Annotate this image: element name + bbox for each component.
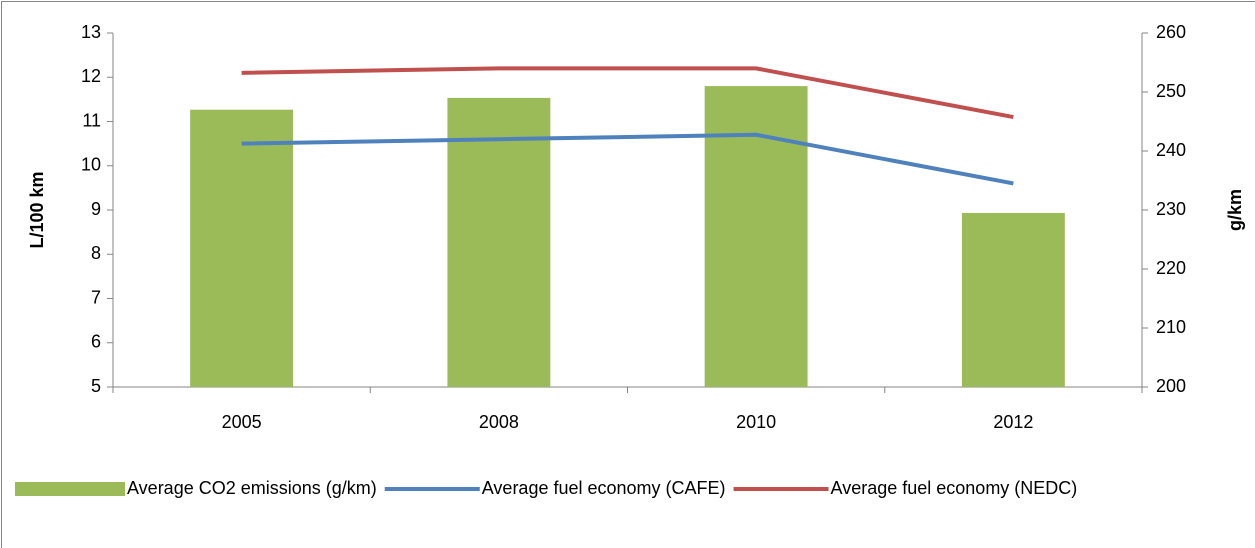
y-tick-label: 11	[82, 110, 101, 130]
y-tick-label: 12	[81, 66, 101, 86]
y-tick-label: 6	[91, 332, 101, 352]
y-tick-label: 8	[91, 243, 101, 263]
y2-axis-label: g/km	[1225, 189, 1245, 231]
y2-tick-label: 250	[1156, 81, 1186, 101]
bar	[961, 212, 1065, 387]
line	[241, 66, 1014, 120]
y-tick-label: 7	[91, 287, 101, 307]
legend-label: Average fuel economy (CAFE)	[482, 478, 726, 498]
bar	[190, 109, 294, 387]
y-tick-label: 9	[91, 199, 101, 219]
y-axis-label: L/100 km	[27, 171, 47, 248]
y-tick-label: 10	[81, 155, 101, 175]
y-tick-label: 13	[81, 22, 101, 42]
y2-tick-label: 260	[1156, 22, 1186, 42]
legend-swatch	[15, 482, 125, 496]
x-tick-label: 2012	[993, 412, 1033, 432]
y2-tick-label: 210	[1156, 317, 1186, 337]
legend-label: Average fuel economy (NEDC)	[831, 478, 1078, 498]
bar	[447, 97, 551, 388]
x-tick-label: 2010	[736, 412, 776, 432]
legend-label: Average CO2 emissions (g/km)	[127, 478, 377, 498]
y2-tick-label: 200	[1156, 376, 1186, 396]
x-tick-label: 2008	[479, 412, 519, 432]
line	[241, 132, 1014, 186]
y-tick-label: 5	[91, 376, 101, 396]
y2-tick-label: 240	[1156, 140, 1186, 160]
x-tick-label: 2005	[222, 412, 262, 432]
bar	[704, 86, 808, 387]
y2-tick-label: 220	[1156, 258, 1186, 278]
y2-tick-label: 230	[1156, 199, 1186, 219]
